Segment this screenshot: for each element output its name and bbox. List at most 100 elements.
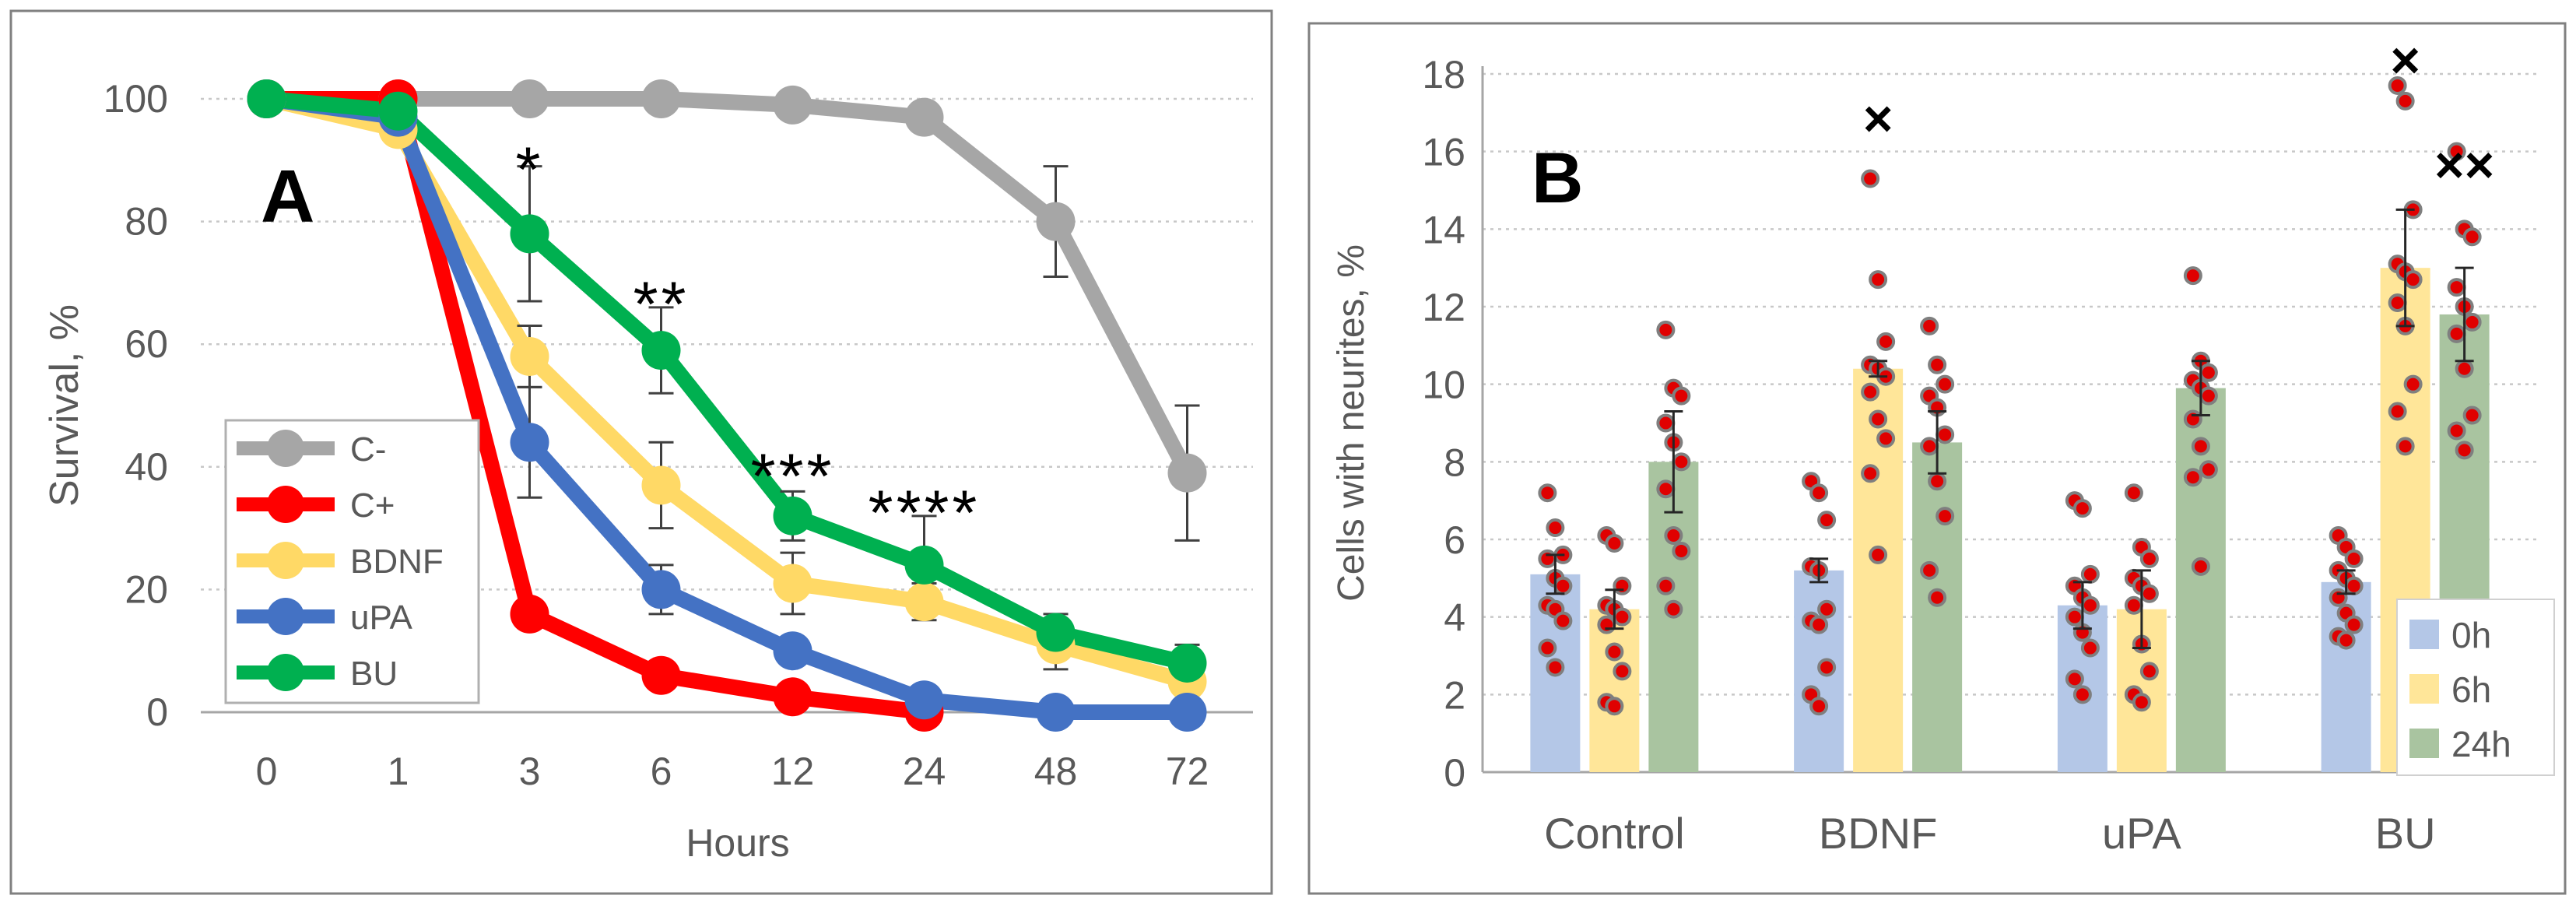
sample-point xyxy=(2139,662,2159,681)
sample-point xyxy=(2080,564,2100,584)
legend-swatch xyxy=(2409,620,2439,649)
panel-label-a: A xyxy=(261,155,314,238)
data-point-bdnf xyxy=(510,336,549,376)
sample-point xyxy=(1809,697,1829,716)
legend-marker xyxy=(267,486,304,523)
sample-point xyxy=(2336,630,2356,650)
error-bar xyxy=(2455,266,2474,363)
sample-point xyxy=(1876,429,1896,448)
sample-point xyxy=(1597,615,1616,634)
legend-marker xyxy=(267,598,304,635)
sample-point xyxy=(1613,607,1632,627)
x-tick-label: BU xyxy=(2375,809,2436,858)
y-axis-title: Cells with neurites, % xyxy=(1331,244,1372,602)
sample-point xyxy=(2183,266,2202,286)
data-point-bu xyxy=(378,91,418,131)
sample-point xyxy=(2072,499,2092,518)
data-point-bu xyxy=(1167,643,1207,683)
sample-point xyxy=(1672,541,1691,560)
sample-point xyxy=(1928,472,1947,491)
series-line-cminus xyxy=(258,91,1195,481)
error-bar xyxy=(1928,410,1947,475)
sample-point xyxy=(1817,511,1837,530)
data-point-upa xyxy=(510,423,549,462)
sample-point xyxy=(2447,421,2466,441)
error-bar xyxy=(2072,581,2092,630)
sample-point xyxy=(2403,374,2423,394)
sample-point xyxy=(2455,359,2474,378)
data-point-bdnf xyxy=(773,564,812,603)
sample-point xyxy=(2080,638,2100,658)
x-tick-label: 3 xyxy=(519,750,541,793)
sample-point xyxy=(1876,332,1896,351)
sample-point xyxy=(1861,382,1880,402)
y-tick-label: 0 xyxy=(146,690,168,734)
legend-label: C+ xyxy=(350,486,395,525)
sample-point xyxy=(2462,227,2482,247)
data-point-upa xyxy=(773,631,812,671)
sample-point xyxy=(2388,293,2407,313)
data-point-cminus xyxy=(904,97,944,137)
sample-point xyxy=(1920,437,1939,456)
sample-point xyxy=(2329,588,2348,607)
series-line-cplus xyxy=(258,91,932,720)
data-point-bu xyxy=(904,545,944,585)
data-point-bdnf xyxy=(904,582,944,622)
data-point-cplus xyxy=(641,655,681,695)
sample-point xyxy=(1869,270,1888,290)
sample-point xyxy=(1817,658,1837,677)
legend-label: 24h xyxy=(2451,724,2511,764)
series-line-upa xyxy=(258,91,1195,720)
data-point-cplus xyxy=(773,677,812,717)
sample-point xyxy=(1936,425,1955,444)
y-tick-label: 12 xyxy=(1422,286,1465,329)
x-tick-label: 12 xyxy=(771,750,815,793)
sample-point xyxy=(2191,557,2210,576)
bar-control-6h xyxy=(1589,609,1640,772)
legend-marker xyxy=(267,654,304,691)
data-point-upa xyxy=(904,680,944,720)
y-tick-label: 10 xyxy=(1422,363,1465,407)
sample-point xyxy=(2139,549,2159,568)
significance-marker: **** xyxy=(869,478,981,549)
sample-point xyxy=(1553,611,1573,630)
sample-point xyxy=(2447,278,2466,297)
error-bar xyxy=(2132,569,2151,650)
sample-point xyxy=(2191,437,2210,456)
sample-point xyxy=(1613,662,1632,681)
x-tick-label: 24 xyxy=(903,750,946,793)
y-tick-label: 60 xyxy=(125,322,168,366)
sample-point xyxy=(2462,312,2482,332)
sample-point xyxy=(2395,91,2415,111)
sample-point xyxy=(1920,316,1939,335)
y-tick-label: 14 xyxy=(1422,208,1465,251)
x-tick-label: BDNF xyxy=(1819,809,1937,858)
sample-point xyxy=(2447,142,2466,161)
error-bar xyxy=(2336,569,2356,595)
sample-point xyxy=(1869,409,1888,429)
legend-item-6h: 6h xyxy=(2409,669,2491,710)
sample-point xyxy=(1664,599,1683,619)
error-bar xyxy=(1809,557,1829,584)
x-axis-title: Hours xyxy=(686,821,789,865)
data-point-upa xyxy=(1036,693,1076,732)
legend-swatch xyxy=(2409,674,2439,704)
legend-swatch xyxy=(2409,729,2439,758)
legend-label: 0h xyxy=(2451,615,2491,655)
error-bar xyxy=(2191,360,2210,417)
sample-point xyxy=(1605,642,1624,662)
data-point-cminus xyxy=(1167,453,1207,493)
sample-point xyxy=(1553,576,1573,595)
sample-point xyxy=(1656,479,1676,499)
sample-point xyxy=(1809,483,1829,503)
legend-marker xyxy=(267,542,304,579)
sample-point xyxy=(1613,576,1632,595)
x-tick-label: 48 xyxy=(1034,750,1078,793)
significance-marker: *** xyxy=(751,441,835,512)
sample-point xyxy=(2124,483,2143,503)
sample-point xyxy=(2344,576,2364,595)
sample-point xyxy=(1546,658,1565,677)
error-bar xyxy=(1605,588,1624,630)
sample-point xyxy=(1664,526,1683,546)
legend-item-bu: BU xyxy=(237,654,398,693)
